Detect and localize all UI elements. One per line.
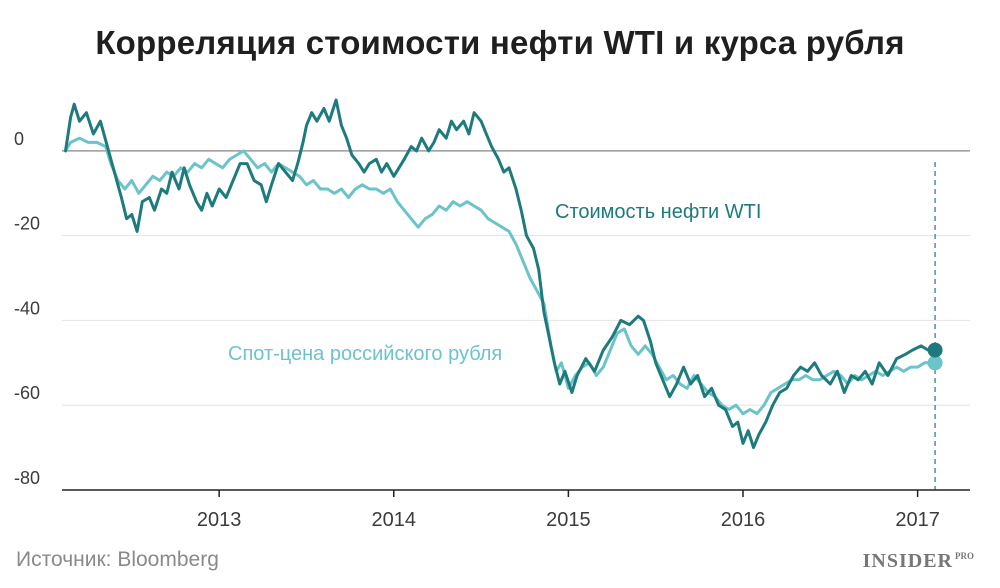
y-tick-label: -20 [14,214,40,234]
series-lines [64,98,937,450]
y-tick-label: -60 [14,383,40,403]
x-tick-label: 2014 [372,509,417,531]
x-tick-label: 2013 [197,509,242,531]
x-axis: 2013 2014 2015 2016 2017 [62,489,970,531]
series-labels: Стоимость нефти WTI Спот-цена российского… [228,201,761,365]
oil-series-label: Стоимость нефти WTI [555,201,761,223]
ruble-line [64,136,937,416]
y-tick-label: 0 [14,129,24,149]
ruble-series-label: Спот-цена российского рубля [228,343,502,365]
x-tick-label: 2015 [546,509,591,531]
chart-title: Корреляция стоимости нефти WTI и курса р… [95,24,905,61]
brand-logo: INSIDER PRO [863,550,974,573]
oil-end-marker [927,342,943,358]
source-note: Источник: Bloomberg [16,548,219,571]
brand-sup: PRO [955,551,974,562]
y-tick-label: -80 [14,468,40,488]
oil-line [64,98,937,450]
brand-name: INSIDER [862,550,953,572]
x-tick-label: 2016 [721,509,766,531]
x-tick-label: 2017 [895,509,940,531]
y-axis-ticks: 0 -20 -40 -60 -80 [14,129,40,488]
y-tick-label: -40 [14,298,40,318]
end-markers [927,342,943,371]
ruble-end-marker [927,355,943,371]
grid-lines [62,150,970,490]
